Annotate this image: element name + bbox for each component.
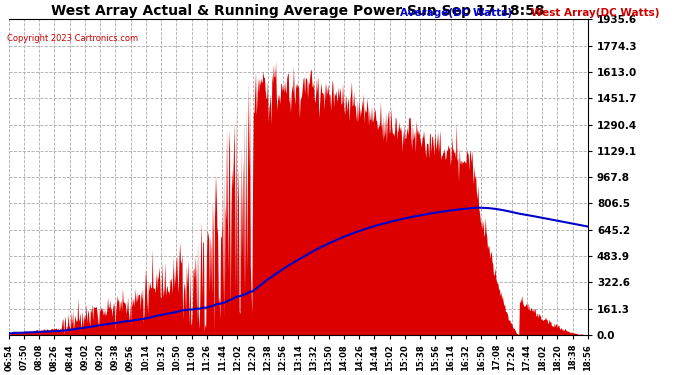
Text: Copyright 2023 Cartronics.com: Copyright 2023 Cartronics.com [7, 34, 138, 43]
Text: West Array(DC Watts): West Array(DC Watts) [531, 8, 660, 18]
Text: Average(DC Watts): Average(DC Watts) [400, 8, 512, 18]
Title: West Array Actual & Running Average Power Sun Sep 17 18:58: West Array Actual & Running Average Powe… [52, 4, 545, 18]
